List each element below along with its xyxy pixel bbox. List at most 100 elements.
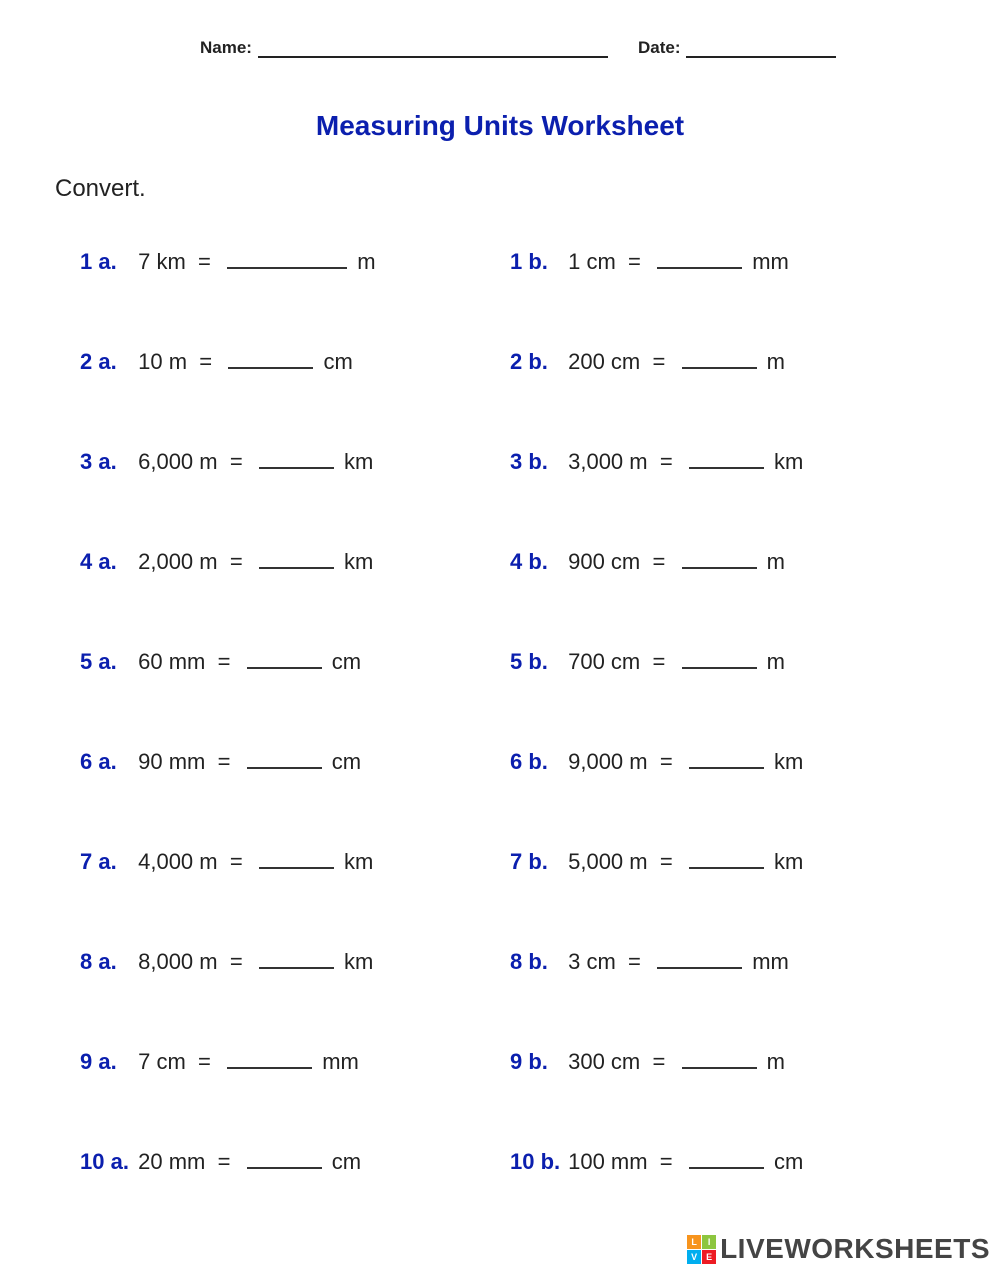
problem-number: 4 b.: [510, 549, 562, 575]
problem-lhs: 7 km =: [132, 249, 223, 275]
problem-lhs: 5,000 m =: [562, 849, 685, 875]
answer-blank[interactable]: [228, 349, 313, 369]
answer-blank[interactable]: [259, 449, 334, 469]
problem-number: 7 b.: [510, 849, 562, 875]
problem-unit: km: [768, 749, 803, 775]
problem-lhs: 900 cm =: [562, 549, 678, 575]
problem-number: 9 b.: [510, 1049, 562, 1075]
problem-number: 5 a.: [80, 649, 132, 675]
answer-blank[interactable]: [247, 1149, 322, 1169]
problem-unit: km: [768, 849, 803, 875]
problem-unit: cm: [768, 1149, 803, 1175]
problem-unit: mm: [746, 249, 789, 275]
date-input-line[interactable]: [686, 41, 836, 58]
problem-row: 2 a. 10 m = cm2 b. 200 cm = m: [80, 345, 940, 445]
problem-unit: cm: [326, 749, 361, 775]
problem-lhs: 700 cm =: [562, 649, 678, 675]
problem-cell: 6 b. 9,000 m = km: [510, 749, 940, 775]
watermark-logo-cell: E: [702, 1250, 716, 1264]
watermark: LIVE LIVEWORKSHEETS: [687, 1233, 990, 1265]
problem-number: 8 b.: [510, 949, 562, 975]
problem-unit: mm: [746, 949, 789, 975]
problem-unit: m: [761, 549, 785, 575]
problem-number: 9 a.: [80, 1049, 132, 1075]
problem-number: 2 b.: [510, 349, 562, 375]
answer-blank[interactable]: [657, 249, 742, 269]
problem-cell: 3 a. 6,000 m = km: [80, 449, 510, 475]
watermark-logo-cell: V: [687, 1250, 701, 1264]
problem-cell: 8 a. 8,000 m = km: [80, 949, 510, 975]
answer-blank[interactable]: [689, 449, 764, 469]
problem-row: 9 a. 7 cm = mm9 b. 300 cm = m: [80, 1045, 940, 1145]
instruction-text: Convert.: [55, 175, 146, 203]
problem-lhs: 2,000 m =: [132, 549, 255, 575]
answer-blank[interactable]: [657, 949, 742, 969]
problem-cell: 8 b. 3 cm = mm: [510, 949, 940, 975]
problem-unit: m: [761, 349, 785, 375]
problem-cell: 3 b. 3,000 m = km: [510, 449, 940, 475]
problem-unit: km: [338, 949, 373, 975]
problem-number: 10 b.: [510, 1149, 562, 1175]
problem-lhs: 300 cm =: [562, 1049, 678, 1075]
name-input-line[interactable]: [258, 41, 608, 58]
problem-row: 6 a. 90 mm = cm6 b. 9,000 m = km: [80, 745, 940, 845]
answer-blank[interactable]: [259, 549, 334, 569]
problem-unit: cm: [317, 349, 352, 375]
answer-blank[interactable]: [689, 849, 764, 869]
problem-lhs: 8,000 m =: [132, 949, 255, 975]
problem-cell: 4 a. 2,000 m = km: [80, 549, 510, 575]
problem-cell: 1 b. 1 cm = mm: [510, 249, 940, 275]
watermark-text: LIVEWORKSHEETS: [720, 1233, 990, 1265]
problem-cell: 10 a. 20 mm = cm: [80, 1149, 510, 1175]
problem-unit: km: [768, 449, 803, 475]
answer-blank[interactable]: [247, 749, 322, 769]
answer-blank[interactable]: [682, 549, 757, 569]
problem-cell: 7 b. 5,000 m = km: [510, 849, 940, 875]
problem-unit: m: [351, 249, 375, 275]
problem-lhs: 7 cm =: [132, 1049, 223, 1075]
answer-blank[interactable]: [227, 249, 347, 269]
problem-lhs: 4,000 m =: [132, 849, 255, 875]
answer-blank[interactable]: [247, 649, 322, 669]
problem-unit: m: [761, 649, 785, 675]
watermark-logo-cell: I: [702, 1235, 716, 1249]
problem-number: 7 a.: [80, 849, 132, 875]
problem-number: 6 b.: [510, 749, 562, 775]
answer-blank[interactable]: [682, 649, 757, 669]
answer-blank[interactable]: [259, 849, 334, 869]
problem-unit: km: [338, 549, 373, 575]
answer-blank[interactable]: [259, 949, 334, 969]
problem-row: 1 a. 7 km = m 1 b. 1 cm = mm: [80, 245, 940, 345]
problem-row: 7 a. 4,000 m = km7 b. 5,000 m = km: [80, 845, 940, 945]
answer-blank[interactable]: [227, 1049, 312, 1069]
problem-number: 1 b.: [510, 249, 562, 275]
problem-row: 5 a. 60 mm = cm 5 b. 700 cm = m: [80, 645, 940, 745]
problem-lhs: 6,000 m =: [132, 449, 255, 475]
problem-number: 1 a.: [80, 249, 132, 275]
problem-number: 5 b.: [510, 649, 562, 675]
answer-blank[interactable]: [682, 349, 757, 369]
problem-row: 4 a. 2,000 m = km4 b. 900 cm = m: [80, 545, 940, 645]
problem-lhs: 3,000 m =: [562, 449, 685, 475]
problem-cell: 10 b. 100 mm = cm: [510, 1149, 940, 1175]
problem-row: 10 a. 20 mm = cm10 b. 100 mm = cm: [80, 1145, 940, 1245]
problem-grid: 1 a. 7 km = m1 b. 1 cm = mm2 a. 10 m = c…: [80, 245, 940, 1245]
problem-unit: km: [338, 849, 373, 875]
problem-number: 3 a.: [80, 449, 132, 475]
name-label: Name:: [200, 38, 252, 58]
problem-lhs: 9,000 m =: [562, 749, 685, 775]
problem-unit: m: [761, 1049, 785, 1075]
problem-unit: cm: [326, 649, 361, 675]
problem-unit: cm: [326, 1149, 361, 1175]
problem-lhs: 20 mm =: [132, 1149, 243, 1175]
problem-cell: 2 b. 200 cm = m: [510, 349, 940, 375]
problem-unit: mm: [316, 1049, 359, 1075]
answer-blank[interactable]: [689, 1149, 764, 1169]
answer-blank[interactable]: [682, 1049, 757, 1069]
problem-number: 10 a.: [80, 1149, 132, 1175]
problem-cell: 9 a. 7 cm = mm: [80, 1049, 510, 1075]
problem-number: 3 b.: [510, 449, 562, 475]
answer-blank[interactable]: [689, 749, 764, 769]
problem-lhs: 1 cm =: [562, 249, 653, 275]
problem-lhs: 60 mm =: [132, 649, 243, 675]
